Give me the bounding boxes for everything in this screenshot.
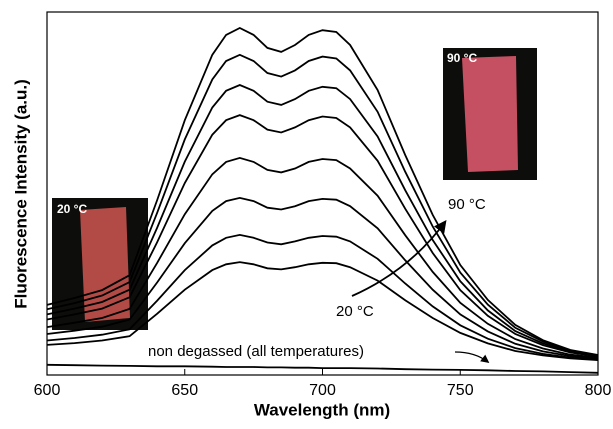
spectrum-line [46, 233, 599, 361]
annotation: 20 °C [57, 202, 87, 216]
spectrum-line [46, 53, 599, 357]
temperature-arrow [351, 219, 447, 297]
spectrum-line [46, 26, 599, 356]
spectrum-line [46, 363, 599, 374]
non-degassed-arrow [454, 351, 490, 364]
x-axis-label: Wavelength (nm) [254, 400, 390, 419]
spectrum-line [46, 261, 599, 361]
x-tick-label: 750 [447, 382, 474, 399]
annotation: 20 °C [336, 303, 374, 320]
annotation: 90 °C [448, 196, 486, 213]
annotation: 90 °C [447, 51, 477, 65]
y-axis-label: Fluorescence Intensity (a.u.) [11, 79, 30, 309]
x-tick-label: 700 [309, 382, 336, 399]
x-tick-label: 600 [34, 382, 61, 399]
annotation: non degassed (all temperatures) [148, 343, 364, 360]
x-tick-label: 800 [585, 382, 612, 399]
x-tick-label: 650 [171, 382, 198, 399]
spectrum-line [46, 84, 599, 357]
spectrum-line [46, 114, 599, 358]
inset-90c [443, 48, 537, 180]
spectrum-line [46, 156, 599, 359]
spectrum-line [46, 196, 599, 360]
